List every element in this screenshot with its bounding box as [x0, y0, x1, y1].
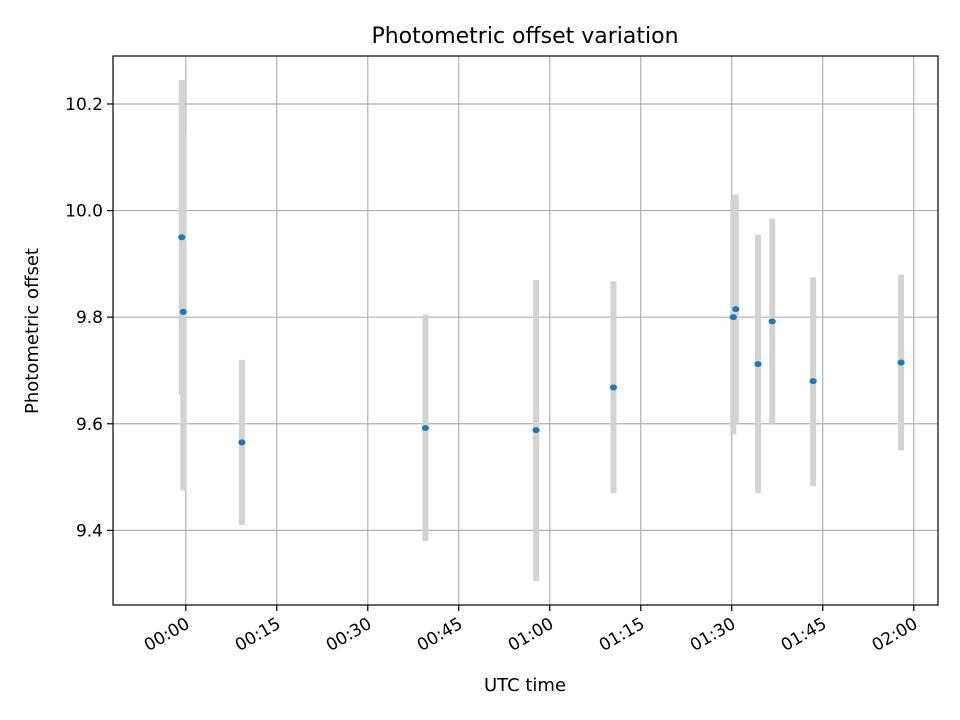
data-point: [179, 308, 187, 315]
y-tick-label: 10.0: [65, 202, 103, 222]
chart-title: Photometric offset variation: [371, 24, 678, 49]
y-tick-label: 9.6: [76, 415, 103, 435]
x-tick-label: 01:45: [778, 614, 830, 656]
data-point: [421, 425, 430, 432]
data-point: [768, 318, 776, 325]
y-tick-label: 9.4: [76, 521, 103, 541]
data-point: [732, 306, 740, 313]
x-axis-ticks: 00:00 00:15 00:30 00:45 01:00 01:15 01:30 01:45…: [141, 605, 921, 656]
x-tick-label: 00:30: [323, 614, 375, 656]
data-point: [532, 427, 540, 434]
x-tick-label: 00:00: [141, 614, 193, 656]
grid: [113, 56, 938, 605]
data-point: [754, 361, 762, 368]
y-tick-label: 9.8: [76, 308, 103, 328]
data-point: [729, 314, 737, 321]
x-axis-label: UTC time: [484, 675, 566, 696]
x-tick-label: 01:30: [687, 614, 739, 656]
plot-background: [113, 56, 938, 605]
x-tick-label: 02:00: [869, 614, 921, 656]
data-point: [897, 359, 905, 366]
y-axis-label: Photometric offset: [22, 248, 43, 414]
data-point: [238, 439, 246, 446]
x-tick-label: 00:15: [232, 614, 284, 656]
data-point: [178, 234, 186, 241]
y-axis-ticks: 9.4 9.6 9.8 10.0 10.2: [65, 95, 113, 541]
x-tick-label: 01:15: [596, 614, 648, 656]
data-points: [178, 234, 905, 446]
data-point: [609, 384, 618, 391]
x-tick-label: 00:45: [414, 614, 466, 656]
x-tick-label: 01:00: [505, 614, 557, 656]
plot-frame: [112, 55, 939, 606]
y-tick-label: 10.2: [65, 95, 103, 115]
data-point: [809, 378, 817, 385]
